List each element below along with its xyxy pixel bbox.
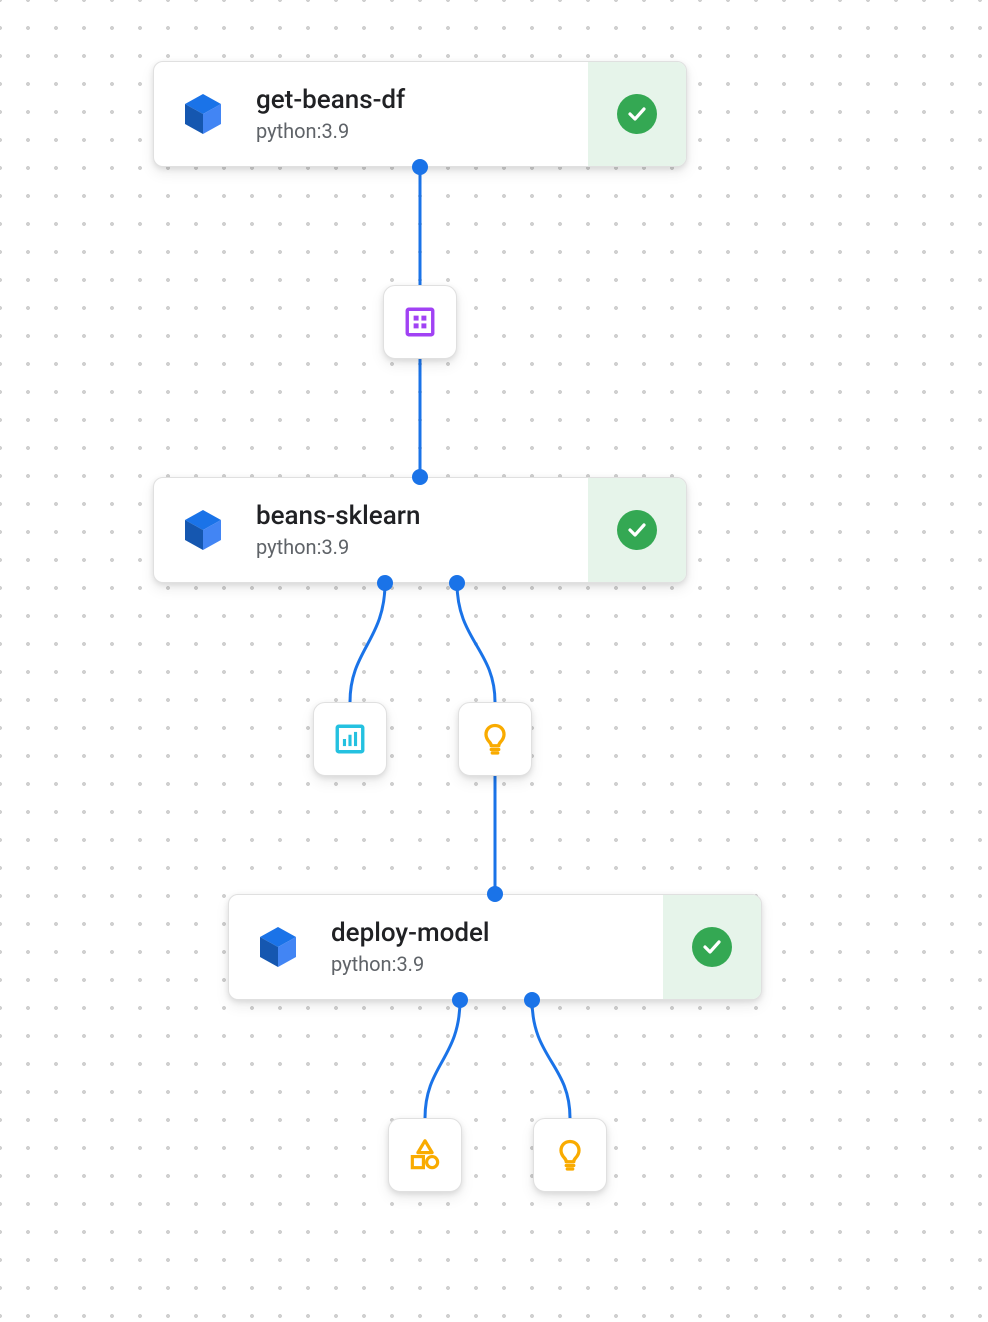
node-status <box>588 62 686 166</box>
status-success-icon <box>617 510 657 550</box>
cube-icon <box>179 506 227 554</box>
artifact-model[interactable] <box>458 702 532 776</box>
metrics-icon <box>333 722 367 756</box>
connection-port[interactable] <box>412 469 428 485</box>
edge <box>350 583 385 702</box>
connection-port[interactable] <box>449 575 465 591</box>
pipeline-node-get-beans-df[interactable]: get-beans-df python:3.9 <box>153 61 687 167</box>
connection-port[interactable] <box>487 886 503 902</box>
connection-port[interactable] <box>452 992 468 1008</box>
node-title: deploy-model <box>331 918 659 949</box>
node-status <box>663 895 761 999</box>
status-success-icon <box>617 94 657 134</box>
dataset-icon <box>403 305 437 339</box>
node-status <box>588 478 686 582</box>
artifact-shapes[interactable] <box>388 1118 462 1192</box>
cube-icon <box>254 923 302 971</box>
artifact-model[interactable] <box>533 1118 607 1192</box>
pipeline-node-beans-sklearn[interactable]: beans-sklearn python:3.9 <box>153 477 687 583</box>
connection-port[interactable] <box>412 159 428 175</box>
lightbulb-icon <box>552 1137 588 1173</box>
pipeline-node-deploy-model[interactable]: deploy-model python:3.9 <box>228 894 762 1000</box>
cube-icon <box>179 90 227 138</box>
connection-port[interactable] <box>524 992 540 1008</box>
shapes-icon <box>406 1136 444 1174</box>
node-title: beans-sklearn <box>256 501 584 532</box>
node-subtitle: python:3.9 <box>256 119 584 143</box>
connection-port[interactable] <box>377 575 393 591</box>
node-body: get-beans-df python:3.9 <box>252 62 588 166</box>
edge <box>425 1000 460 1118</box>
node-body: deploy-model python:3.9 <box>327 895 663 999</box>
edge <box>457 583 495 702</box>
status-success-icon <box>692 927 732 967</box>
node-icon-container <box>154 478 252 582</box>
node-title: get-beans-df <box>256 85 584 116</box>
lightbulb-icon <box>477 721 513 757</box>
node-subtitle: python:3.9 <box>331 952 659 976</box>
node-icon-container <box>154 62 252 166</box>
node-body: beans-sklearn python:3.9 <box>252 478 588 582</box>
node-subtitle: python:3.9 <box>256 535 584 559</box>
edge <box>532 1000 570 1118</box>
artifact-metrics[interactable] <box>313 702 387 776</box>
pipeline-canvas: get-beans-df python:3.9 beans-sklearn py… <box>0 0 988 1322</box>
node-icon-container <box>229 895 327 999</box>
edges-layer <box>0 0 988 1322</box>
artifact-dataset[interactable] <box>383 285 457 359</box>
